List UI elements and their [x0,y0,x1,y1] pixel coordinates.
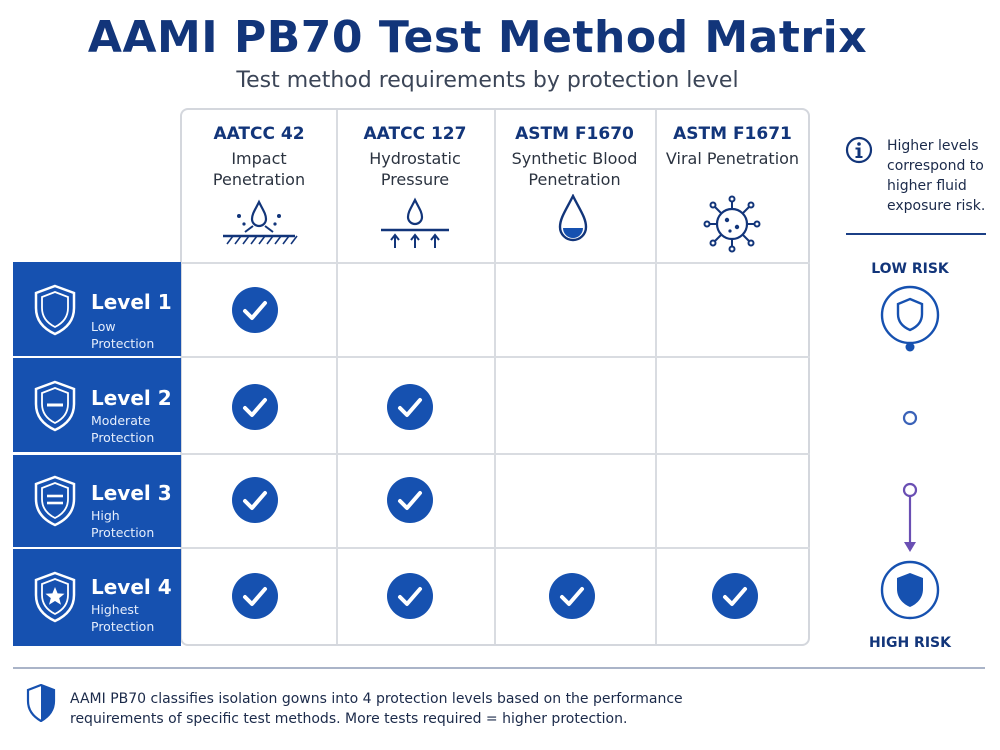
grid-divider [655,110,657,644]
footer-note: AAMI PB70 classifies isolation gowns int… [70,691,683,727]
check-mark-icon [549,573,595,619]
grid-divider [180,547,810,549]
row-level-description: High Protection [91,508,155,540]
column-code: AATCC 42 [213,124,305,144]
shield-icon [34,284,76,336]
impact-spray-icon [223,199,298,245]
grid-divider [180,262,810,264]
grid-divider [336,110,338,644]
check-mark-icon [232,573,278,619]
column-name: Impact Penetration [212,149,306,189]
row-level-label: Level 3 [91,481,172,505]
row-level-description: Moderate Protection [91,413,155,445]
info-icon [845,136,873,164]
row-header-level-1: Level 1 Low Protection [13,262,181,356]
column-header-astm-f1670: ASTM F1670 Synthetic Blood Penetration [494,112,655,262]
row-level-label: Level 1 [91,290,172,314]
shield-star-icon [34,571,76,623]
column-code: ASTM F1671 [673,124,792,144]
shield-equals-icon [34,475,76,527]
check-mark-icon [387,573,433,619]
legend-divider [846,233,986,235]
row-header-level-2: Level 2 Moderate Protection [13,358,181,452]
grid-divider [494,110,496,644]
check-mark-icon [387,477,433,523]
page-title: AAMI PB70 Test Method Matrix [87,12,868,63]
shield-icon [26,684,56,722]
column-name: Synthetic Blood Penetration [511,149,638,189]
blood-drop-icon [558,194,588,242]
risk-scale-graphic [880,285,940,620]
grid-divider [180,453,810,455]
grid-divider [180,356,810,358]
hydrostatic-drop-icon [381,197,449,248]
column-name: Viral Penetration [665,149,800,168]
column-header-astm-f1671: ASTM F1671 Viral Penetration [655,112,810,262]
high-risk-label: HIGH RISK [869,635,951,651]
row-level-description: Highest Protection [91,602,155,634]
check-mark-icon [232,477,278,523]
row-header-level-4: Level 4 Highest Protection [13,549,181,646]
column-code: AATCC 127 [363,124,467,144]
legend-info-text: Higher levels correspond to higher fluid… [887,138,986,214]
check-mark-icon [232,384,278,430]
check-mark-icon [387,384,433,430]
check-mark-icon [232,287,278,333]
row-level-label: Level 2 [91,386,172,410]
column-name: Hydrostatic Pressure [369,149,461,189]
row-level-description: Low Protection [91,319,155,351]
column-code: ASTM F1670 [515,124,634,144]
check-mark-icon [712,573,758,619]
low-risk-label: LOW RISK [871,261,949,277]
row-header-level-3: Level 3 High Protection [13,455,181,547]
page-subtitle: Test method requirements by protection l… [236,68,739,93]
column-header-aatcc-42: AATCC 42 Impact Penetration [180,112,338,262]
shield-minus-icon [34,380,76,432]
virus-icon [703,195,761,253]
column-header-aatcc-127: AATCC 127 Hydrostatic Pressure [336,112,494,262]
footer-divider [13,667,985,669]
row-level-label: Level 4 [91,575,172,599]
low-risk-shield-icon [880,285,940,345]
